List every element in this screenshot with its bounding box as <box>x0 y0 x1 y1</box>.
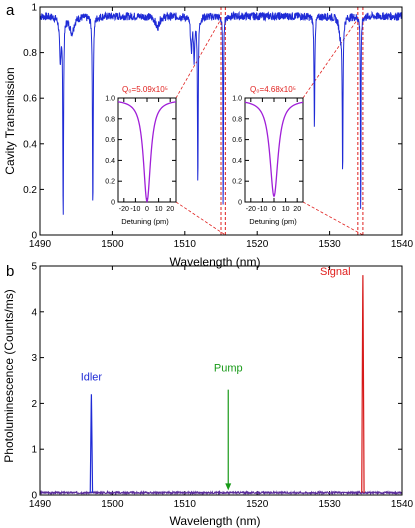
panel-b-ylabel: Photoluminescence (Counts/ms) <box>2 289 16 462</box>
panel-a: a Cavity Transmission Wavelength (nm) 14… <box>3 2 414 269</box>
inset-1-frame <box>117 97 177 203</box>
panel-a-xtick-label: 1500 <box>101 239 124 250</box>
pump-arrow-head <box>225 483 232 491</box>
inset-2-xtick-label: 20 <box>293 206 301 213</box>
panel-b-ytick-label: 0 <box>31 491 37 502</box>
inset-1-connector-bottom <box>175 201 226 236</box>
inset-2-xtick-label: 0 <box>272 206 276 213</box>
panel-b-ticks: 1490 1500 1510 1520 1530 1540 0 1 2 3 4 5 <box>29 262 414 511</box>
inset-1-ytick-label: 0 <box>111 199 115 206</box>
pump-arrow <box>225 389 232 491</box>
inset-1-ytick-label: 1.0 <box>105 95 115 102</box>
transmission-series <box>39 10 403 215</box>
panel-b-ytick-label: 5 <box>31 262 37 273</box>
inset-1-xtick-label: 0 <box>145 206 149 213</box>
panel-a-ylabel: Cavity Transmission <box>3 67 17 174</box>
panel-b-xtick-label: 1500 <box>101 499 124 510</box>
panel-b-xtick-label: 1520 <box>246 499 269 510</box>
pl-baseline-series <box>39 489 403 496</box>
panel-a-xtick-label: 1530 <box>318 239 341 250</box>
panel-b-xtick-label: 1530 <box>318 499 341 510</box>
inset-2-xtick-label: -10 <box>257 206 267 213</box>
panel-b: b Photoluminescence (Counts/ms) Waveleng… <box>2 262 414 528</box>
inset-2-xtick-label: -20 <box>246 206 256 213</box>
inset-2-ytick-label: 0.8 <box>232 116 242 123</box>
panel-b-xtick-label: 1490 <box>29 499 52 510</box>
inset-1-xlabel: Detuning (pm) <box>121 217 169 226</box>
panel-b-xlabel: Wavelength (nm) <box>170 514 261 528</box>
panel-b-ytick-label: 1 <box>31 445 37 456</box>
panel-a-ytick-label: 0.6 <box>23 94 37 105</box>
panel-b-xtick-label: 1510 <box>174 499 197 510</box>
panel-a-xtick-label: 1520 <box>246 239 269 250</box>
inset-2-ytick-label: 0.4 <box>232 158 242 165</box>
panel-b-frame <box>39 265 403 496</box>
idler-label: Idler <box>81 372 103 384</box>
panel-a-frame <box>39 6 403 236</box>
panel-b-label: b <box>6 263 14 280</box>
panel-a-xlabel: Wavelength (nm) <box>170 255 261 269</box>
pump-label: Pump <box>214 362 243 374</box>
inset-2-ytick-label: 1.0 <box>232 95 242 102</box>
inset-2-ytick-label: 0 <box>238 199 242 206</box>
inset-2-ytick-label: 0.6 <box>232 137 242 144</box>
inset-1-ytick-label: 0.4 <box>105 158 115 165</box>
inset-2-plot: -20 -10 0 10 20 0 0.2 0.4 0.6 0.8 1.0 <box>232 95 304 213</box>
panel-a-ytick-label: 0.8 <box>23 48 37 59</box>
inset-1-plot: -20 -10 0 10 20 0 0.2 0.4 0.6 0.8 1.0 <box>105 95 177 213</box>
inset-2-connector-top <box>302 18 359 99</box>
panel-b-xtick-label: 1540 <box>391 499 414 510</box>
inset-1-ytick-label: 0.8 <box>105 116 115 123</box>
peak-idler <box>89 394 94 493</box>
inset-2-ytick-label: 0.2 <box>232 179 242 186</box>
panel-a-ytick-label: 0.2 <box>23 185 37 196</box>
inset-1-xtick-label: -20 <box>119 206 129 213</box>
panel-a-label: a <box>6 2 15 19</box>
inset-1-fit-curve <box>117 101 177 204</box>
inset-1-xtick-label: 20 <box>166 206 174 213</box>
inset-2-title: Q₀=4.68x10⁵ <box>250 85 296 94</box>
inset-2-fit-curve <box>244 101 304 198</box>
panel-a-xtick-label: 1540 <box>391 239 414 250</box>
inset-2-xlabel: Detuning (pm) <box>249 217 297 226</box>
panel-a-plot-area <box>39 10 403 215</box>
inset-2-frame <box>244 97 304 203</box>
panel-a-ytick-label: 1 <box>31 3 37 14</box>
inset-2: Q₀=4.68x10⁵ Detuning (pm) -20 -10 0 10 20 0 0.… <box>232 85 304 226</box>
panel-a-ticks: 1490 1500 1510 1520 1530 1540 0 0.2 0.4 0.6 0.8 1 <box>23 3 413 251</box>
inset-1-title: Q₀=5.09x10⁵ <box>122 85 168 94</box>
signal-label: Signal <box>320 266 351 278</box>
panel-b-ytick-label: 3 <box>31 353 37 364</box>
panel-b-ytick-label: 2 <box>31 399 37 410</box>
inset-2-connector-bottom <box>302 201 364 236</box>
panel-b-ytick-label: 4 <box>31 307 37 318</box>
panel-a-xtick-label: 1510 <box>174 239 197 250</box>
panel-a-zoom-guides <box>175 7 364 236</box>
inset-1-ytick-label: 0.2 <box>105 179 115 186</box>
panel-b-plot-area <box>39 275 403 496</box>
inset-1-ytick-label: 0.6 <box>105 137 115 144</box>
inset-1-xtick-label: -10 <box>130 206 140 213</box>
inset-1: Q₀=5.09x10⁵ Detuning (pm) -20 -10 0 10 20 0 0.… <box>105 85 177 226</box>
panel-a-xtick-label: 1490 <box>29 239 52 250</box>
inset-2-xtick-label: 10 <box>282 206 290 213</box>
peak-signal <box>361 275 365 493</box>
inset-1-xtick-label: 10 <box>155 206 163 213</box>
panel-a-ytick-label: 0.4 <box>23 139 37 150</box>
panel-a-ytick-label: 0 <box>31 231 37 242</box>
